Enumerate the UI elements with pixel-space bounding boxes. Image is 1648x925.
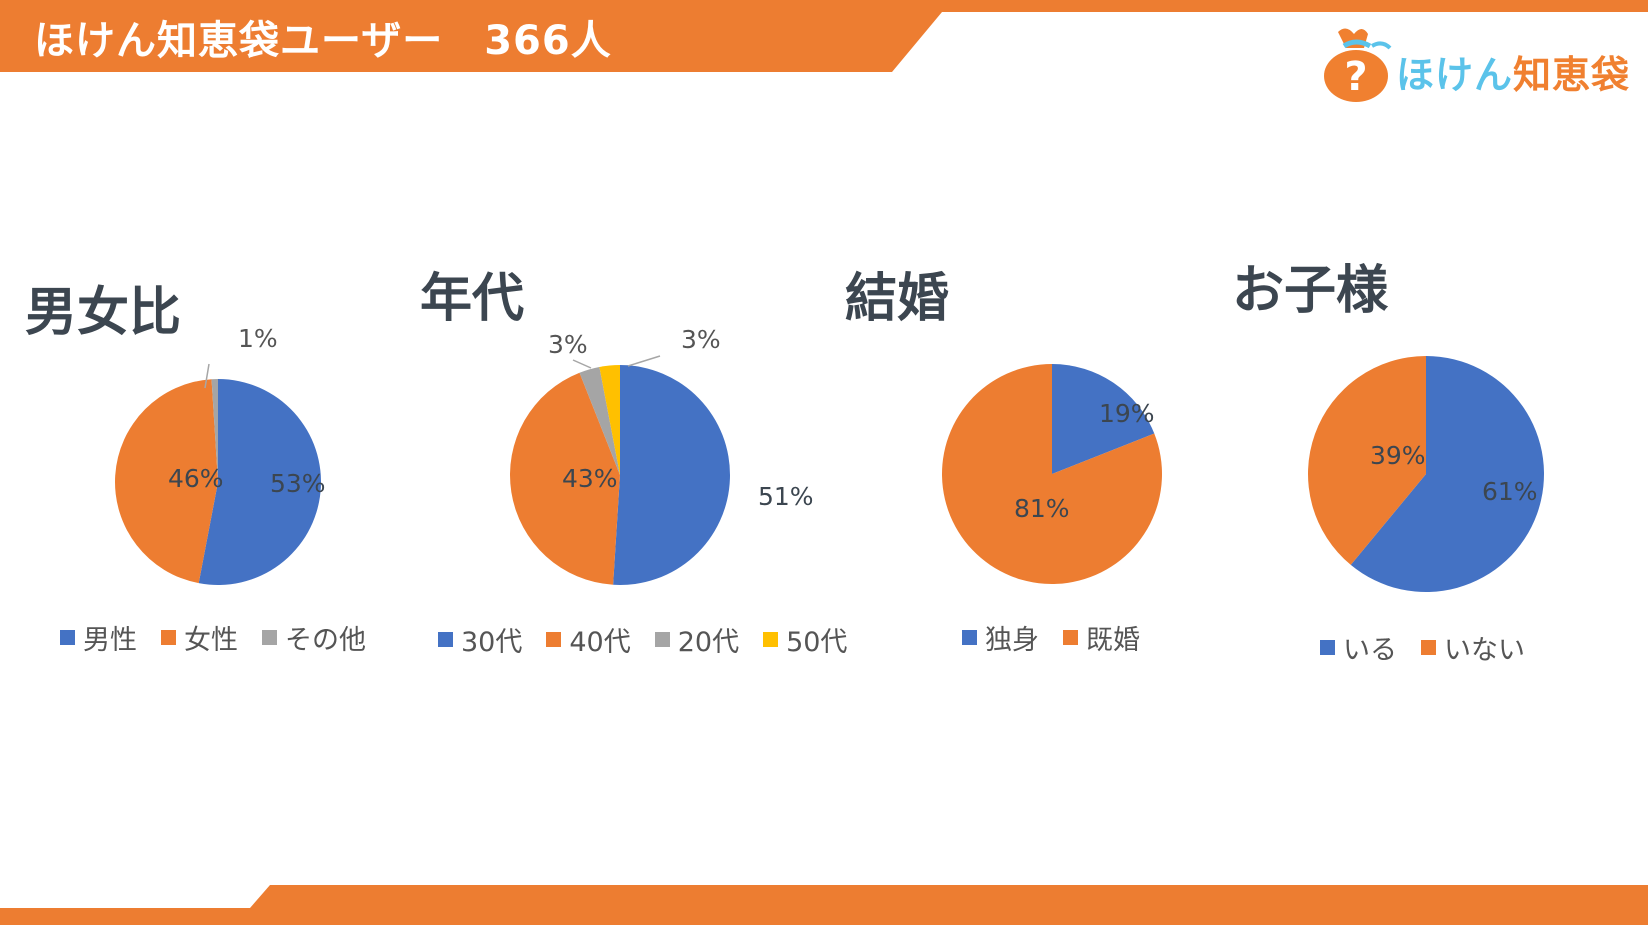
pie-slice-40代 (510, 372, 620, 585)
pie-slice-20代 (579, 366, 620, 475)
pie-slice-いる (1350, 356, 1544, 592)
legend-gender: 男性 女性 その他 (60, 618, 390, 657)
pie-chart-age: 51% 43% 3% 3% (510, 325, 814, 585)
pie-chart-marriage: 19% 81% (942, 364, 1162, 584)
data-label-40代: 43% (562, 464, 618, 493)
legend-label: その他 (285, 625, 366, 656)
legend-swatch (654, 632, 670, 647)
pie-slice-既婚 (942, 364, 1162, 584)
chart-title-children: お子様 (1232, 261, 1389, 321)
data-label-50代: 3% (681, 325, 721, 354)
legend-swatch (60, 630, 75, 645)
legend-item-30代: 30代 (438, 620, 522, 659)
legend-item-独身: 独身 (962, 618, 1039, 657)
legend-swatch (962, 630, 977, 645)
legend-swatch (438, 632, 453, 647)
leader-line (572, 359, 592, 369)
legend-item-20代: 20代 (654, 620, 740, 659)
legend-item-50代: 50代 (763, 620, 847, 659)
footer-bar (0, 885, 1648, 925)
data-label-既婚: 81% (1014, 494, 1070, 523)
chart-title-marriage: 結婚 (845, 269, 950, 329)
legend-item-女性: 女性 (161, 618, 238, 657)
chart-title-gender: 男女比 (25, 283, 182, 343)
legend-swatch (546, 632, 562, 647)
data-label-その他: 1% (238, 324, 278, 353)
pie-chart-gender: 53% 46% 1% (114, 324, 326, 585)
data-label-20代: 3% (548, 330, 588, 359)
legend-item-いる: いる (1320, 628, 1397, 667)
legend-marriage: 独身 既婚 (962, 618, 1164, 657)
pie-slice-いない (1308, 356, 1426, 565)
legend-label: 30代 (461, 627, 523, 658)
data-label-30代: 51% (758, 482, 814, 511)
legend-label: 既婚 (1086, 625, 1140, 656)
legend-swatch (1320, 640, 1335, 655)
legend-label: いない (1444, 635, 1525, 666)
leader-line (627, 355, 661, 367)
legend-label: 50代 (786, 627, 848, 658)
legend-label: 独身 (985, 625, 1039, 656)
legend-swatch (262, 630, 277, 645)
svg-text:?: ? (1344, 54, 1367, 100)
legend-swatch (763, 632, 779, 647)
data-label-男性: 53% (270, 469, 326, 498)
pie-slice-50代 (599, 365, 620, 475)
legend-swatch (1421, 640, 1436, 655)
pie-slice-女性 (114, 379, 218, 584)
page-title: ほけん知恵袋ユーザー 366人 (34, 18, 612, 64)
legend-item-その他: その他 (262, 618, 366, 657)
legend-label: 男性 (83, 625, 137, 656)
legend-age: 30代 40代 20代 50代 (438, 620, 871, 659)
data-label-いない: 39% (1370, 441, 1426, 470)
legend-label: 女性 (184, 625, 238, 656)
legend-item-いない: いない (1421, 628, 1525, 667)
pie-slice-男性 (198, 379, 321, 585)
legend-swatch (1063, 630, 1078, 645)
legend-item-男性: 男性 (60, 618, 137, 657)
money-bag-question-icon: ? (1324, 28, 1392, 102)
legend-label: 20代 (677, 627, 740, 658)
header-bar (0, 0, 1648, 72)
legend-swatch (161, 630, 176, 645)
legend-label: いる (1343, 635, 1397, 666)
legend-item-既婚: 既婚 (1063, 618, 1140, 657)
pie-slice-30代 (613, 365, 731, 585)
legend-item-40代: 40代 (546, 620, 631, 659)
pie-slice-独身 (1052, 364, 1155, 474)
legend-children: いる いない (1320, 628, 1549, 667)
logo-text: ほけん知恵袋 (1396, 53, 1631, 97)
data-label-いる: 61% (1482, 477, 1538, 506)
data-label-独身: 19% (1099, 399, 1155, 428)
data-label-女性: 46% (168, 464, 224, 493)
chart-title-age: 年代 (420, 269, 525, 329)
pie-chart-children: 61% 39% (1308, 356, 1544, 592)
pie-slice-その他 (211, 379, 218, 482)
legend-label: 40代 (569, 627, 631, 658)
logo: ? ほけん知恵袋 (1316, 24, 1636, 104)
leader-line (204, 363, 210, 389)
